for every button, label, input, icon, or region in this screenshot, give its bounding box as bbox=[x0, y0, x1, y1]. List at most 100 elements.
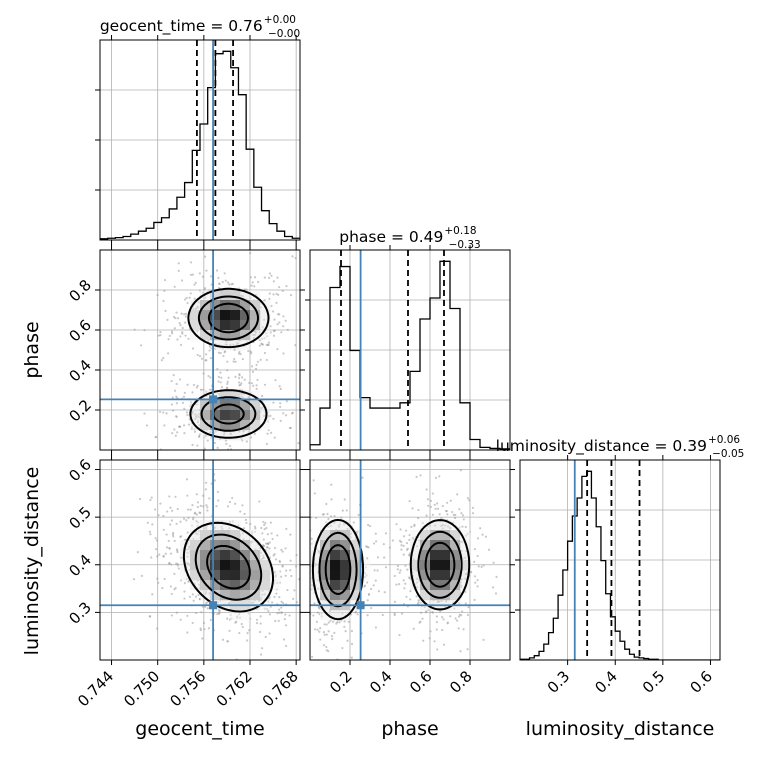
sample-point bbox=[396, 568, 399, 571]
sample-point bbox=[319, 626, 322, 630]
density-block bbox=[220, 430, 231, 441]
sample-point bbox=[259, 358, 262, 361]
density-block bbox=[240, 570, 251, 581]
sample-point bbox=[282, 325, 285, 328]
sample-point bbox=[231, 496, 234, 500]
sample-point bbox=[273, 436, 276, 439]
density-block bbox=[200, 550, 211, 561]
density-block bbox=[230, 540, 241, 551]
sample-point bbox=[168, 547, 171, 550]
sample-point bbox=[203, 447, 206, 450]
sample-point bbox=[171, 409, 175, 412]
density-block bbox=[420, 540, 431, 551]
sample-point bbox=[408, 576, 411, 579]
sample-point bbox=[170, 592, 173, 596]
sample-point bbox=[305, 595, 307, 597]
sample-point bbox=[260, 526, 263, 530]
sample-point bbox=[316, 611, 319, 614]
density-block bbox=[320, 610, 331, 621]
density-block bbox=[210, 330, 221, 341]
sample-point bbox=[226, 382, 229, 385]
sample-point bbox=[291, 411, 294, 414]
sample-point bbox=[297, 598, 299, 600]
sample-point bbox=[327, 630, 330, 633]
sample-point bbox=[175, 395, 178, 398]
sample-point bbox=[269, 454, 271, 456]
sample-point bbox=[367, 546, 370, 549]
sample-point bbox=[149, 498, 152, 502]
sample-point bbox=[373, 569, 376, 572]
sample-point bbox=[396, 564, 400, 568]
sample-point bbox=[198, 511, 201, 514]
sample-point bbox=[315, 620, 318, 623]
sample-point bbox=[322, 513, 326, 516]
sample-point bbox=[139, 497, 142, 501]
sample-point bbox=[148, 530, 151, 533]
density-block bbox=[350, 590, 361, 601]
sample-point bbox=[467, 606, 470, 609]
sample-point bbox=[419, 474, 422, 477]
sample-point bbox=[431, 611, 435, 614]
contour-line bbox=[187, 287, 270, 439]
sample-point bbox=[228, 283, 231, 286]
joint-panel-phase-luminosity-distance bbox=[297, 455, 515, 665]
sample-point bbox=[295, 601, 299, 604]
density-block bbox=[450, 570, 461, 581]
density-block bbox=[200, 310, 211, 321]
density-block bbox=[230, 410, 241, 421]
density-block bbox=[440, 570, 451, 581]
density-block bbox=[260, 310, 271, 321]
sample-point bbox=[325, 502, 328, 506]
sample-point bbox=[234, 621, 237, 624]
density-block bbox=[230, 530, 241, 541]
density-block bbox=[210, 410, 221, 421]
density-block bbox=[190, 310, 201, 321]
sample-point bbox=[148, 615, 151, 618]
sample-point bbox=[259, 622, 262, 625]
sample-point bbox=[345, 509, 348, 512]
sample-point bbox=[231, 282, 234, 285]
sample-point bbox=[476, 585, 479, 588]
sample-point bbox=[164, 552, 167, 555]
sample-point bbox=[361, 476, 364, 479]
panels: 0.744 0.750 0.756 0.762 0.768 0.2 0.4 0.6 0.8 0.3… bbox=[65, 35, 721, 710]
sample-point bbox=[159, 331, 162, 334]
sample-point bbox=[267, 276, 271, 279]
density-block bbox=[340, 590, 351, 601]
sample-point bbox=[180, 535, 183, 538]
sample-point bbox=[175, 402, 178, 405]
density-block bbox=[450, 550, 461, 561]
sample-point bbox=[398, 633, 401, 637]
density-block bbox=[230, 320, 241, 331]
sample-point bbox=[168, 495, 171, 498]
x-tick-label: 0.762 bbox=[213, 667, 256, 710]
x-tick-label: 0.8 bbox=[446, 667, 476, 697]
density-block bbox=[260, 410, 271, 421]
sample-point bbox=[312, 433, 314, 435]
sample-point bbox=[427, 504, 430, 507]
title-luminosity-distance: luminosity_distance = 0.39+0.06 −0.05 bbox=[496, 434, 745, 460]
sample-point bbox=[393, 574, 396, 578]
sample-point bbox=[279, 419, 282, 422]
sample-point bbox=[263, 523, 266, 527]
sample-point bbox=[408, 538, 411, 541]
sample-point bbox=[446, 621, 449, 624]
density-block bbox=[260, 560, 271, 571]
sample-point bbox=[425, 514, 428, 517]
sample-point bbox=[303, 604, 305, 606]
x-tick-label: 0.756 bbox=[166, 667, 209, 710]
density-block bbox=[250, 300, 261, 311]
density-block bbox=[420, 580, 431, 591]
sample-point bbox=[170, 519, 173, 522]
sample-point bbox=[263, 351, 267, 355]
sample-point bbox=[454, 513, 457, 517]
sample-point bbox=[282, 352, 285, 355]
sample-point bbox=[243, 512, 246, 516]
joint-content bbox=[297, 460, 510, 660]
sample-point bbox=[186, 494, 189, 497]
sample-point bbox=[266, 546, 269, 549]
panel-frame bbox=[99, 459, 301, 661]
sample-point bbox=[140, 344, 143, 347]
sample-point bbox=[282, 601, 285, 605]
sample-point bbox=[217, 375, 221, 379]
